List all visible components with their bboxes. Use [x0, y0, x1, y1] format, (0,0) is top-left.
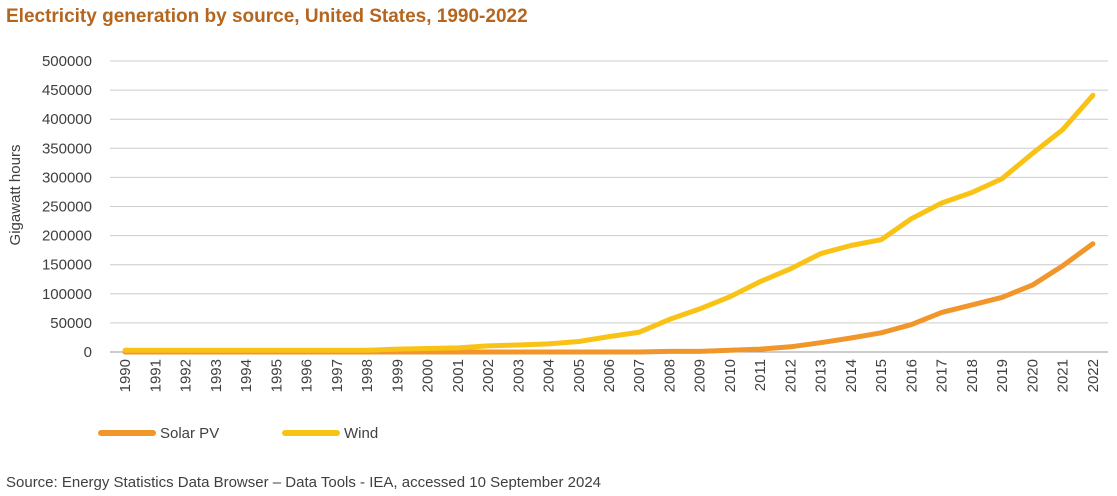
x-axis-ticks: 1990 1991 1992 1993 1994 1995 1996 1997 1998 1999…	[117, 359, 1102, 392]
x-tick-label: 1999	[389, 359, 406, 392]
y-tick-label: 500000	[42, 53, 92, 70]
x-tick-label: 2001	[450, 359, 467, 392]
x-tick-label: 2004	[541, 359, 558, 392]
x-tick-label: 2008	[661, 359, 678, 392]
x-tick-label: 2007	[631, 359, 648, 392]
legend: Solar PV Wind	[98, 425, 378, 442]
x-tick-label: 2012	[782, 359, 799, 392]
x-tick-label: 1996	[299, 359, 316, 392]
series-line-wind	[122, 92, 1096, 353]
x-tick-label: 2006	[601, 359, 618, 392]
x-tick-label: 1997	[329, 359, 346, 392]
x-tick-label: 1991	[147, 359, 164, 392]
x-tick-label: 2020	[1024, 359, 1041, 392]
y-axis-ticks: 0 50000 100000 150000 200000 250000 300000 3500…	[42, 53, 92, 361]
y-tick-label: 50000	[50, 315, 92, 332]
y-tick-label: 350000	[42, 140, 92, 157]
y-tick-label: 300000	[42, 169, 92, 186]
x-tick-label: 2017	[934, 359, 951, 392]
legend-label: Wind	[344, 425, 378, 442]
x-tick-label: 2005	[571, 359, 588, 392]
x-tick-label: 2002	[480, 359, 497, 392]
x-tick-label: 2016	[903, 359, 920, 392]
x-tick-label: 2009	[692, 359, 709, 392]
series-lines	[122, 92, 1096, 355]
y-tick-label: 200000	[42, 228, 92, 245]
y-tick-label: 450000	[42, 82, 92, 99]
y-tick-label: 400000	[42, 111, 92, 128]
y-tick-label: 250000	[42, 199, 92, 216]
x-tick-label: 2013	[813, 359, 830, 392]
x-tick-label: 1990	[117, 359, 134, 392]
y-axis-label: Gigawatt hours	[7, 145, 24, 246]
x-tick-label: 2003	[510, 359, 527, 392]
x-tick-label: 2014	[843, 359, 860, 392]
x-tick-label: 2021	[1055, 359, 1072, 392]
x-tick-label: 2011	[752, 359, 769, 391]
x-tick-label: 2010	[722, 359, 739, 392]
x-tick-label: 1998	[359, 359, 376, 392]
x-tick-label: 2000	[420, 359, 437, 392]
x-tick-label: 2019	[994, 359, 1011, 392]
y-tick-label: 0	[84, 344, 92, 361]
x-tick-label: 1992	[178, 359, 195, 392]
x-tick-label: 2015	[873, 359, 890, 392]
x-tick-label: 1994	[238, 359, 255, 392]
y-tick-label: 150000	[42, 257, 92, 274]
x-tick-label: 2018	[964, 359, 981, 392]
x-tick-label: 1995	[268, 359, 285, 392]
legend-label: Solar PV	[160, 425, 219, 442]
x-tick-label: 1993	[208, 359, 225, 392]
y-tick-label: 100000	[42, 286, 92, 303]
source-note: Source: Energy Statistics Data Browser –…	[6, 474, 602, 491]
x-tick-label: 2022	[1085, 359, 1102, 392]
chart-title: Electricity generation by source, United…	[6, 6, 528, 27]
